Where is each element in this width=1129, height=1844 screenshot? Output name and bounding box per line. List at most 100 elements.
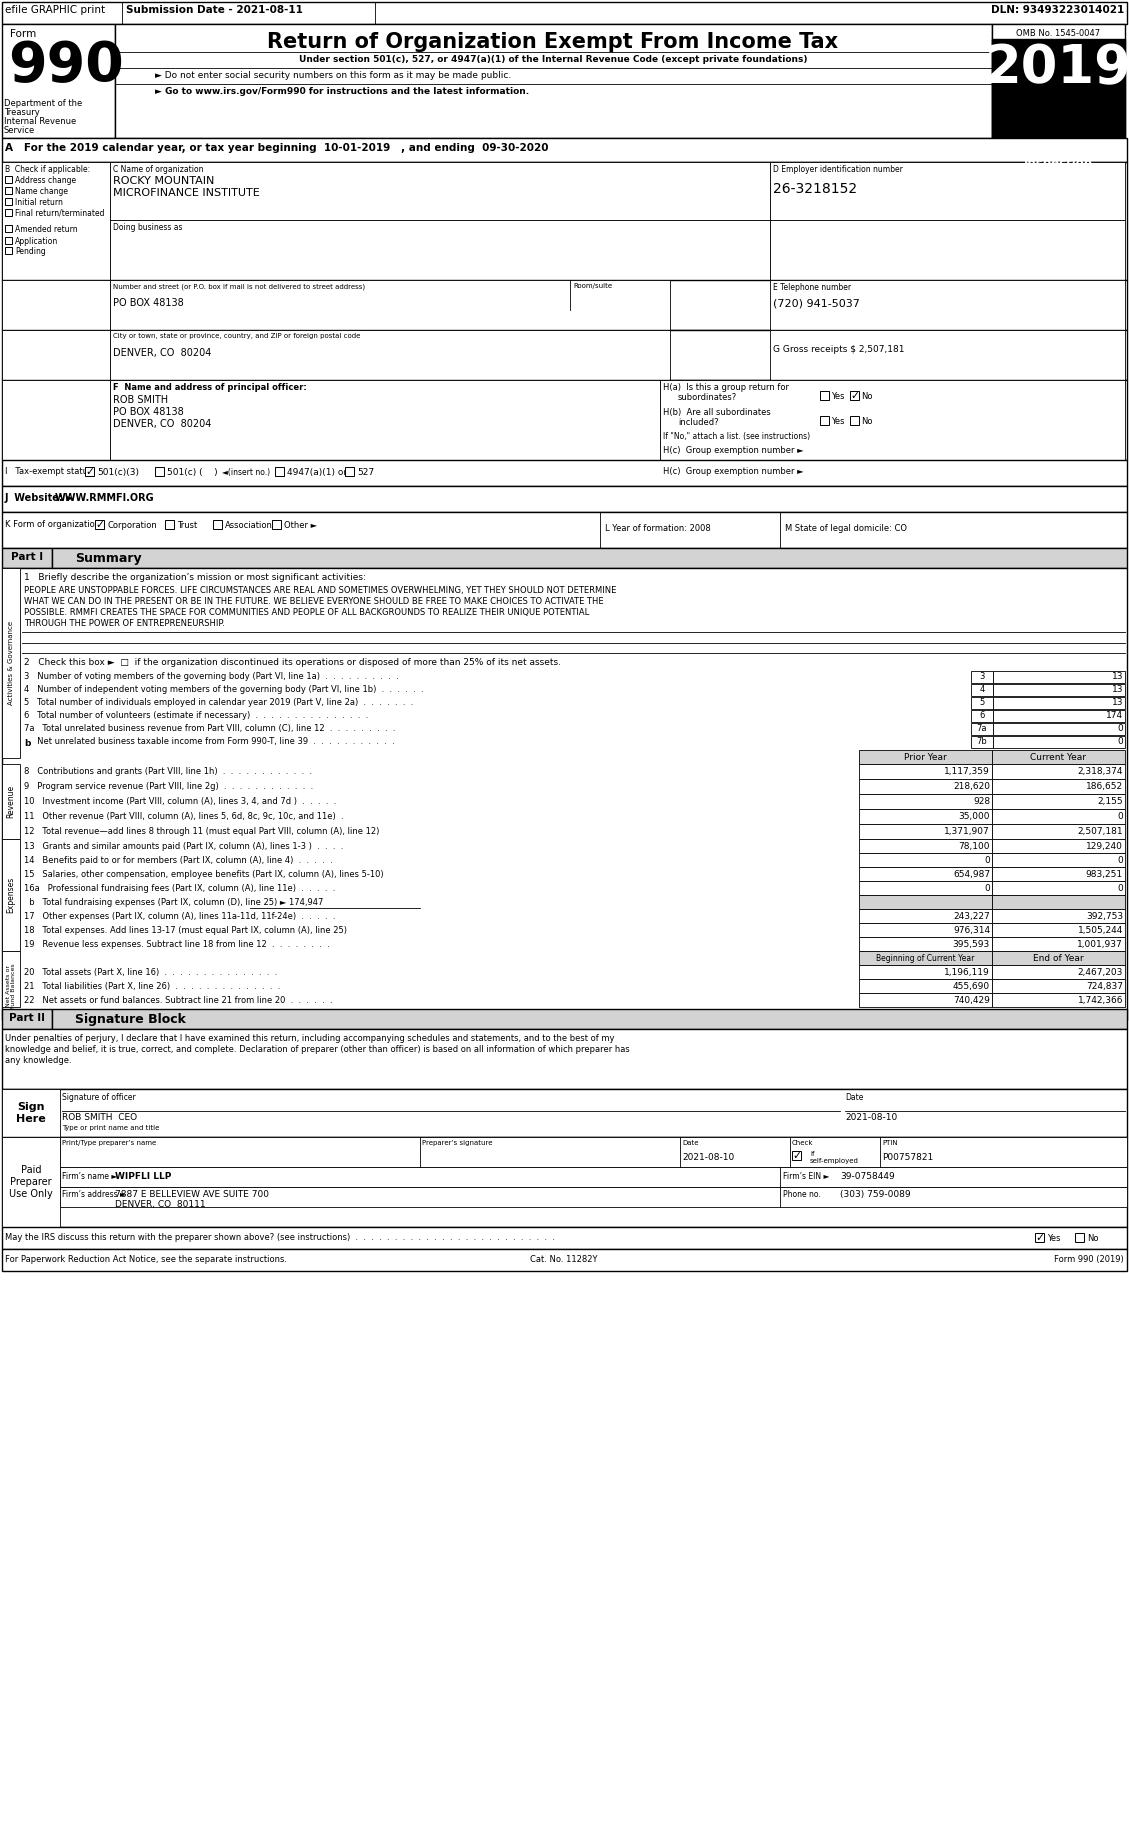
Text: 1,117,359: 1,117,359 xyxy=(944,767,990,776)
Text: ✓: ✓ xyxy=(850,391,859,400)
Text: 186,652: 186,652 xyxy=(1086,782,1123,791)
Bar xyxy=(994,697,1124,708)
Text: Phone no.: Phone no. xyxy=(784,1189,821,1199)
Text: 1,001,937: 1,001,937 xyxy=(1077,940,1123,950)
Text: J  Website: ►: J Website: ► xyxy=(5,492,75,503)
Bar xyxy=(213,520,222,529)
Text: A   For the 2019 calendar year, or tax year beginning  10-01-2019   , and ending: A For the 2019 calendar year, or tax yea… xyxy=(5,144,549,153)
Text: 17   Other expenses (Part IX, column (A), lines 11a-11d, 11f-24e)  .  .  .  .  .: 17 Other expenses (Part IX, column (A), … xyxy=(24,913,335,920)
Text: Beginning of Current Year: Beginning of Current Year xyxy=(876,953,974,963)
Text: 1,196,119: 1,196,119 xyxy=(944,968,990,977)
Bar xyxy=(992,867,1124,881)
Text: Initial return: Initial return xyxy=(15,197,63,207)
Text: 0: 0 xyxy=(984,883,990,892)
Text: Yes: Yes xyxy=(1047,1234,1060,1243)
Text: included?: included? xyxy=(679,419,719,428)
Text: 0: 0 xyxy=(1118,725,1123,734)
Bar xyxy=(992,795,1124,810)
Text: I   Tax-exempt status:: I Tax-exempt status: xyxy=(5,467,95,476)
Bar xyxy=(2,568,20,758)
Text: Trust: Trust xyxy=(177,522,198,529)
Text: Under penalties of perjury, I declare that I have examined this return, includin: Under penalties of perjury, I declare th… xyxy=(5,1034,614,1044)
Text: Open to Public: Open to Public xyxy=(1009,144,1106,157)
Bar xyxy=(115,24,992,138)
Text: 2,467,203: 2,467,203 xyxy=(1077,968,1123,977)
Text: DENVER, CO  80204: DENVER, CO 80204 xyxy=(113,419,211,430)
Bar xyxy=(2,330,110,380)
Bar xyxy=(110,380,660,459)
Bar xyxy=(2,162,110,280)
Bar xyxy=(992,881,1124,894)
Text: 2,507,181: 2,507,181 xyxy=(1077,826,1123,835)
Bar xyxy=(85,467,94,476)
Text: (720) 941-5037: (720) 941-5037 xyxy=(773,299,860,308)
Bar xyxy=(859,979,992,994)
Text: Date: Date xyxy=(844,1093,864,1103)
Text: OMB No. 1545-0047: OMB No. 1545-0047 xyxy=(1016,30,1100,39)
Text: 983,251: 983,251 xyxy=(1086,870,1123,880)
Text: End of Year: End of Year xyxy=(1033,953,1084,963)
Text: 243,227: 243,227 xyxy=(953,913,990,920)
Bar xyxy=(1035,1234,1044,1243)
Text: 2021-08-10: 2021-08-10 xyxy=(682,1152,734,1162)
Bar xyxy=(770,219,1124,280)
Text: ROCKY MOUNTAIN: ROCKY MOUNTAIN xyxy=(113,175,215,186)
Text: Submission Date - 2021-08-11: Submission Date - 2021-08-11 xyxy=(126,6,303,15)
Text: PO BOX 48138: PO BOX 48138 xyxy=(113,299,184,308)
Bar xyxy=(2,952,20,1007)
Text: 724,837: 724,837 xyxy=(1086,983,1123,990)
Text: Yes: Yes xyxy=(831,417,844,426)
Text: DLN: 93493223014021: DLN: 93493223014021 xyxy=(991,6,1124,15)
Bar xyxy=(850,417,859,424)
Text: Department of the: Department of the xyxy=(5,100,82,109)
Text: Number and street (or P.O. box if mail is not delivered to street address): Number and street (or P.O. box if mail i… xyxy=(113,282,365,290)
Bar xyxy=(2,763,20,839)
Text: 22   Net assets or fund balances. Subtract line 21 from line 20  .  .  .  .  .  : 22 Net assets or fund balances. Subtract… xyxy=(24,996,333,1005)
Bar xyxy=(992,24,1124,138)
Text: THROUGH THE POWER OF ENTREPRENEURSHIP.: THROUGH THE POWER OF ENTREPRENEURSHIP. xyxy=(24,620,225,629)
Bar xyxy=(2,1226,1127,1248)
Bar xyxy=(820,391,829,400)
Bar xyxy=(2,1090,60,1138)
Text: Expenses: Expenses xyxy=(7,878,16,913)
Text: Signature Block: Signature Block xyxy=(75,1012,186,1025)
Bar xyxy=(994,723,1124,736)
Bar xyxy=(859,778,992,795)
Bar xyxy=(971,684,994,695)
Text: 13: 13 xyxy=(1111,699,1123,706)
Text: efile GRAPHIC print: efile GRAPHIC print xyxy=(5,6,105,15)
Text: 654,987: 654,987 xyxy=(953,870,990,880)
Bar xyxy=(5,208,12,216)
Bar xyxy=(859,952,992,964)
Text: Net unrelated business taxable income from Form 990-T, line 39  .  .  .  .  .  .: Net unrelated business taxable income fr… xyxy=(24,738,395,747)
Text: 1,505,244: 1,505,244 xyxy=(1077,926,1123,935)
Bar xyxy=(971,710,994,723)
Bar xyxy=(971,697,994,708)
Text: H(b)  Are all subordinates: H(b) Are all subordinates xyxy=(663,408,771,417)
Text: Firm’s EIN ►: Firm’s EIN ► xyxy=(784,1173,830,1180)
Text: 7887 E BELLEVIEW AVE SUITE 700: 7887 E BELLEVIEW AVE SUITE 700 xyxy=(115,1189,269,1199)
Text: 392,753: 392,753 xyxy=(1086,913,1123,920)
Text: Corporation: Corporation xyxy=(107,522,157,529)
Text: 395,593: 395,593 xyxy=(953,940,990,950)
Text: 5: 5 xyxy=(979,699,984,706)
Text: Application: Application xyxy=(15,238,59,245)
Bar xyxy=(52,1009,1127,1029)
Bar xyxy=(2,2,1127,24)
Text: Paid
Preparer
Use Only: Paid Preparer Use Only xyxy=(9,1165,53,1199)
Bar xyxy=(60,1167,1127,1188)
Text: Part II: Part II xyxy=(9,1012,45,1023)
Text: L Year of formation: 2008: L Year of formation: 2008 xyxy=(605,524,711,533)
Bar xyxy=(660,380,1124,459)
Bar xyxy=(770,330,1124,380)
Text: Treasury: Treasury xyxy=(5,109,40,116)
Bar xyxy=(5,186,12,194)
Text: Date: Date xyxy=(682,1140,699,1145)
Text: Amended return: Amended return xyxy=(15,225,78,234)
Bar xyxy=(110,280,669,330)
Text: if
self-employed: if self-employed xyxy=(809,1151,859,1164)
Bar xyxy=(2,568,1127,1020)
Bar xyxy=(992,763,1124,778)
Bar xyxy=(992,39,1124,138)
Text: Firm’s address ►: Firm’s address ► xyxy=(62,1189,125,1199)
